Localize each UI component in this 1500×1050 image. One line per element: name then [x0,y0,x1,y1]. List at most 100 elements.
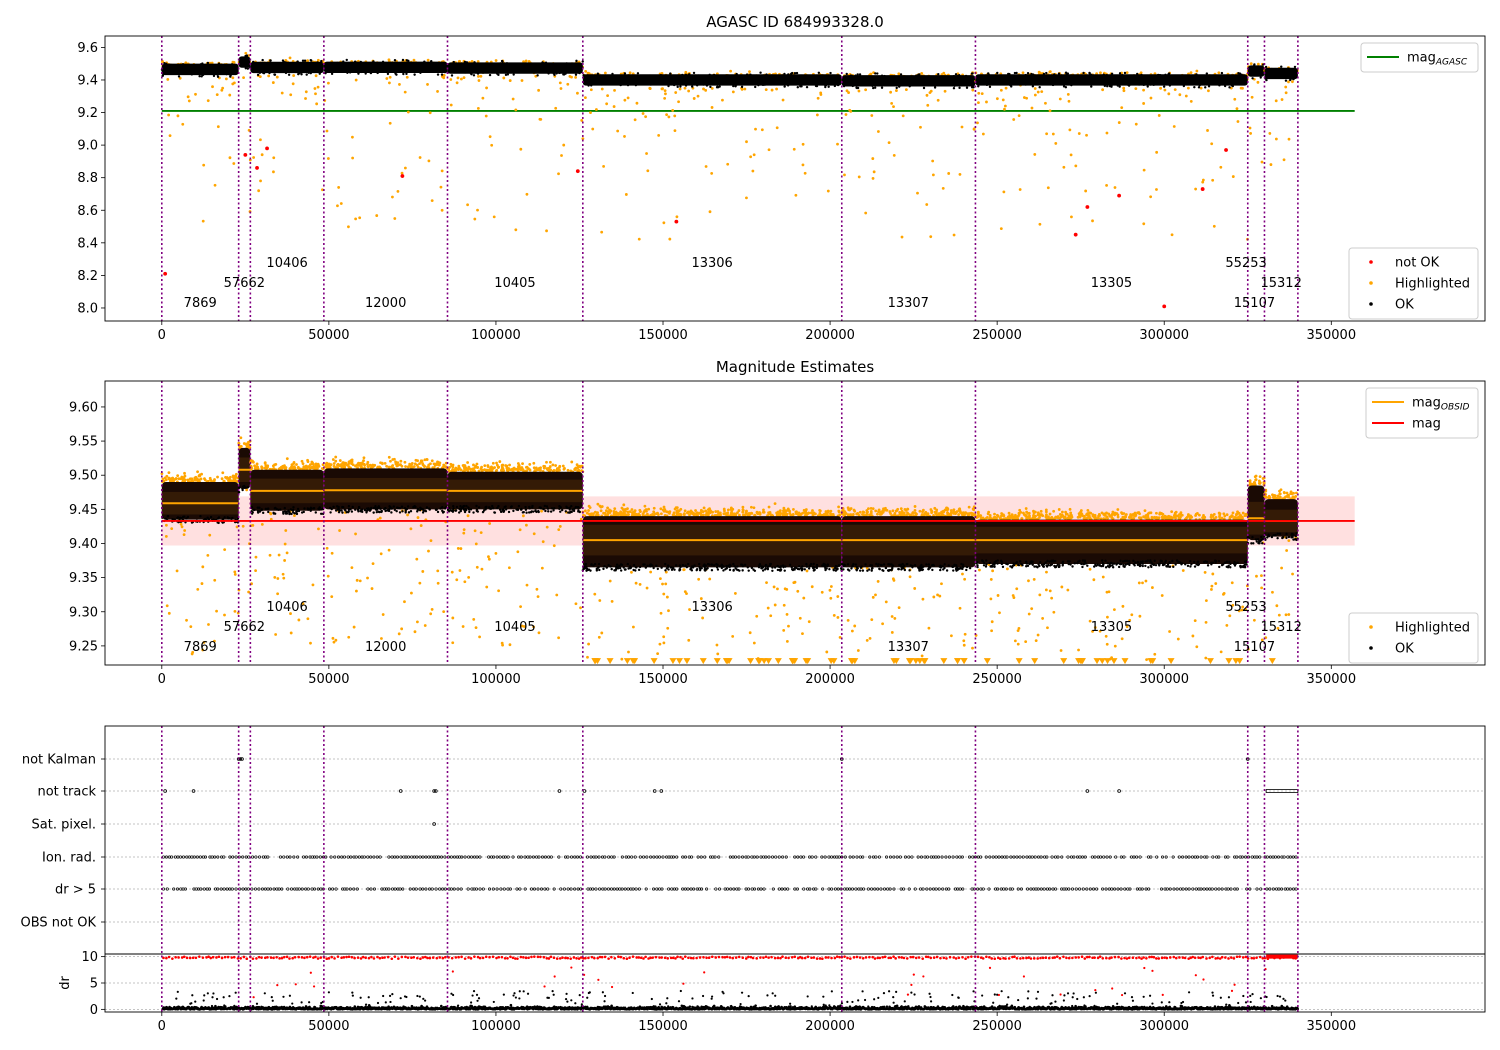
ok-point [720,566,724,570]
ok-point [676,85,679,89]
ok-point [475,504,478,508]
highlighted-point [626,96,630,100]
ok-point [507,510,511,514]
ok-point [989,78,992,81]
ok-point [898,85,901,88]
ok-point [190,73,194,76]
highlighted-point [558,525,562,528]
highlighted-point [596,502,600,506]
ok-point [576,505,580,509]
highlighted-point [206,553,210,557]
ok-point [301,59,305,62]
ok-point [370,506,373,510]
ok-point [867,76,871,79]
ok-point [452,507,455,510]
highlighted-point [249,467,253,471]
ok-point [1086,77,1089,80]
ok-point [656,81,659,84]
ok-point [273,507,277,510]
highlighted-point [161,60,164,64]
top-panel-title: AGASC ID 684993328.0 [706,13,884,31]
highlighted-point [1142,88,1145,92]
highlighted-point [632,625,635,629]
highlighted-point [403,90,407,94]
highlighted-point [1269,163,1273,166]
ok-point [393,508,397,512]
highlighted-point [272,467,276,470]
highlighted-point [1149,195,1153,199]
ok-point [474,66,478,69]
highlighted-point [561,464,565,468]
highlighted-point [501,643,504,647]
ok-point [926,81,930,84]
ok-point [509,68,512,71]
highlighted-point [767,148,771,152]
ok-point [1248,73,1252,76]
highlighted-point [258,75,262,79]
highlighted-point [264,464,268,468]
highlighted-point [925,203,929,206]
ok-point [419,506,422,509]
highlighted-point [282,465,285,469]
highlighted-point [892,154,896,157]
highlighted-point [232,60,236,64]
highlighted-point [244,51,248,55]
ok-point [820,80,823,83]
ok-point [1121,78,1125,81]
highlighted-point [276,577,280,580]
highlighted-point [490,465,493,469]
highlighted-point [1046,186,1050,190]
ok-point [369,71,373,75]
ok-point [697,74,700,77]
highlighted-point [776,587,779,591]
highlighted-point [1195,69,1199,73]
ok-point [570,63,574,66]
ok-point [347,507,351,511]
ok-point [712,564,716,567]
highlighted-point [916,191,919,195]
ok-point [547,72,550,75]
ok-point [367,507,370,510]
highlighted-point [1004,86,1008,90]
ok-point [302,68,305,71]
ok-point [201,73,205,77]
highlighted-point [745,140,748,144]
ok-point [463,60,467,64]
highlighted-point [421,462,424,465]
highlighted-point [535,587,539,591]
highlighted-point [649,570,653,574]
highlighted-point [477,79,481,82]
highlighted-point [999,227,1003,231]
obsid-label: 12000 [365,296,406,311]
highlighted-point [421,570,425,573]
ok-point [609,565,612,568]
highlighted-point [936,98,940,102]
highlighted-point [412,58,416,62]
highlighted-point [694,509,697,512]
ok-point [280,62,283,65]
ok-point [528,505,531,509]
highlighted-point [413,630,417,634]
highlighted-point [829,596,833,600]
highlighted-point [367,465,370,469]
highlighted-point [812,512,816,516]
ok-point [537,510,540,514]
highlighted-point [847,91,850,94]
ok-point [400,62,404,66]
ok-point [256,73,260,77]
ok-point [637,568,641,572]
highlighted-point [1282,158,1286,162]
highlighted-point [845,89,849,93]
ok-point [386,72,390,76]
highlighted-point [660,87,664,91]
ok-point [1181,75,1184,79]
highlighted-point [1002,190,1006,194]
highlighted-point [461,464,465,467]
ok-point [842,84,846,88]
ok-point [584,563,587,566]
highlighted-point [233,573,237,576]
ok-point [1109,78,1112,81]
highlighted-point [309,463,312,467]
ok-point [1251,77,1254,80]
highlighted-point [474,542,478,546]
